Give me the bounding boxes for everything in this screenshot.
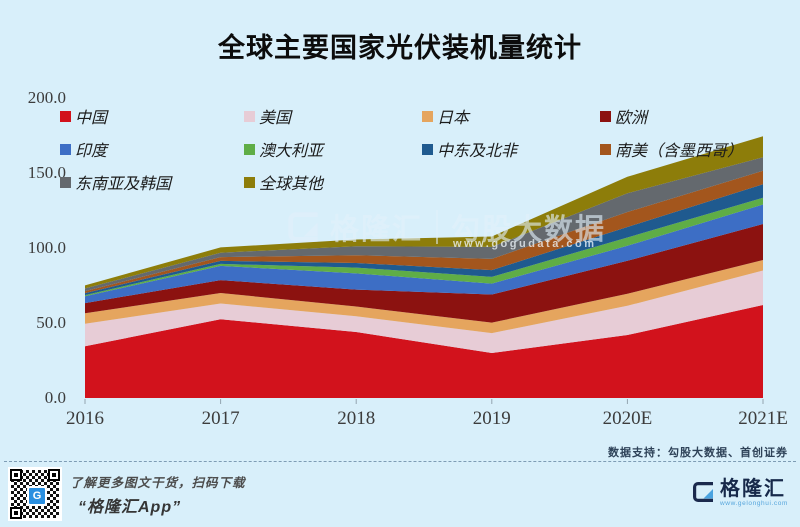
- data-source-note: 数据支持：勾股大数据、首创证券: [608, 447, 788, 459]
- qr-finder-topleft: [10, 469, 22, 481]
- watermark-divider: [436, 210, 439, 244]
- watermark: 格隆汇 勾股大数据 www.gogudata.com: [284, 206, 607, 250]
- legend-item: 全球其他: [244, 172, 422, 193]
- legend-swatch: [244, 143, 255, 155]
- page-title: 全球主要国家光伏装机量统计: [218, 33, 582, 63]
- legend-swatch: [60, 176, 71, 188]
- y-tick-label: 50.0: [36, 313, 66, 332]
- legend-label: 印度: [75, 143, 108, 160]
- y-tick-label: 100.0: [27, 238, 66, 257]
- watermark-url: www.gogudata.com: [453, 238, 597, 250]
- x-tick-label: 2021E: [738, 408, 788, 429]
- footer-promo-line1: 了解更多图文干货，扫码下载: [70, 476, 246, 490]
- legend-swatch: [244, 110, 255, 122]
- area-series-5: [85, 197, 763, 297]
- x-tick-label: 2017: [201, 408, 240, 429]
- legend-label: 中国: [75, 110, 108, 127]
- legend-swatch: [244, 176, 255, 188]
- legend-item: 日本: [422, 106, 600, 127]
- gelonghui-logo-icon: [692, 482, 713, 502]
- area-series-9: [85, 136, 763, 289]
- y-tick-label: 200.0: [27, 88, 66, 107]
- legend-item: 印度: [60, 139, 244, 160]
- legend-item: 中国: [60, 106, 244, 127]
- legend-item: 澳大利亚: [244, 139, 422, 160]
- legend-swatch: [600, 143, 611, 155]
- legend-label: 全球其他: [259, 176, 324, 193]
- x-tick-label: 2018: [337, 408, 376, 429]
- legend-label: 欧洲: [615, 110, 648, 127]
- area-series-3: [85, 224, 763, 323]
- legend-swatch: [60, 143, 71, 155]
- y-tick-label: 150.0: [27, 163, 66, 182]
- legend-label: 澳大利亚: [259, 143, 324, 160]
- area-series-4: [85, 204, 763, 304]
- brand-name: 格隆汇: [719, 478, 786, 500]
- footer-separator: [4, 461, 796, 462]
- legend-label: 中东及北非: [437, 143, 518, 160]
- watermark-product: 勾股大数据: [451, 214, 607, 246]
- qr-finder-topright: [48, 469, 60, 481]
- qr-center-logo: G: [27, 486, 47, 506]
- legend-label: 美国: [259, 110, 292, 127]
- watermark-brand: 格隆汇: [330, 214, 424, 246]
- legend-swatch: [60, 110, 71, 122]
- legend-swatch: [422, 143, 433, 155]
- y-tick-label: 0.0: [44, 388, 66, 407]
- legend-item: 中东及北非: [422, 139, 600, 160]
- legend-item: 东南亚及韩国: [60, 172, 244, 193]
- legend-label: 东南亚及韩国: [75, 176, 172, 193]
- legend-item: 美国: [244, 106, 422, 127]
- legend-item: 南美（含墨西哥）: [600, 139, 744, 160]
- chart-legend: 中国 美国 日本 欧洲印度 澳大利亚 中东及北非 南美（含墨西哥） 东南亚及韩国 全球其他: [60, 106, 744, 193]
- legend-swatch: [422, 110, 433, 122]
- legend-swatch: [600, 110, 611, 122]
- footer-promo-line2: “格隆汇App”: [78, 499, 182, 516]
- qr-finder-bottomleft: [10, 507, 22, 519]
- x-tick-label: 2019: [472, 408, 511, 429]
- area-series-2: [85, 260, 763, 334]
- area-series-1: [85, 270, 763, 353]
- x-tick-label: 2020E: [602, 408, 653, 429]
- x-tick-label: 2016: [66, 408, 104, 429]
- area-series-0: [85, 305, 763, 398]
- legend-item: 欧洲: [600, 106, 743, 127]
- gelonghui-g-icon: [288, 212, 318, 242]
- brand-url: www.gelonghui.com: [719, 500, 788, 507]
- legend-label: 日本: [437, 110, 470, 127]
- brand-lockup: 格隆汇 www.gelonghui.com: [690, 479, 788, 507]
- legend-label: 南美（含墨西哥）: [615, 143, 744, 160]
- qr-code: G: [8, 467, 62, 521]
